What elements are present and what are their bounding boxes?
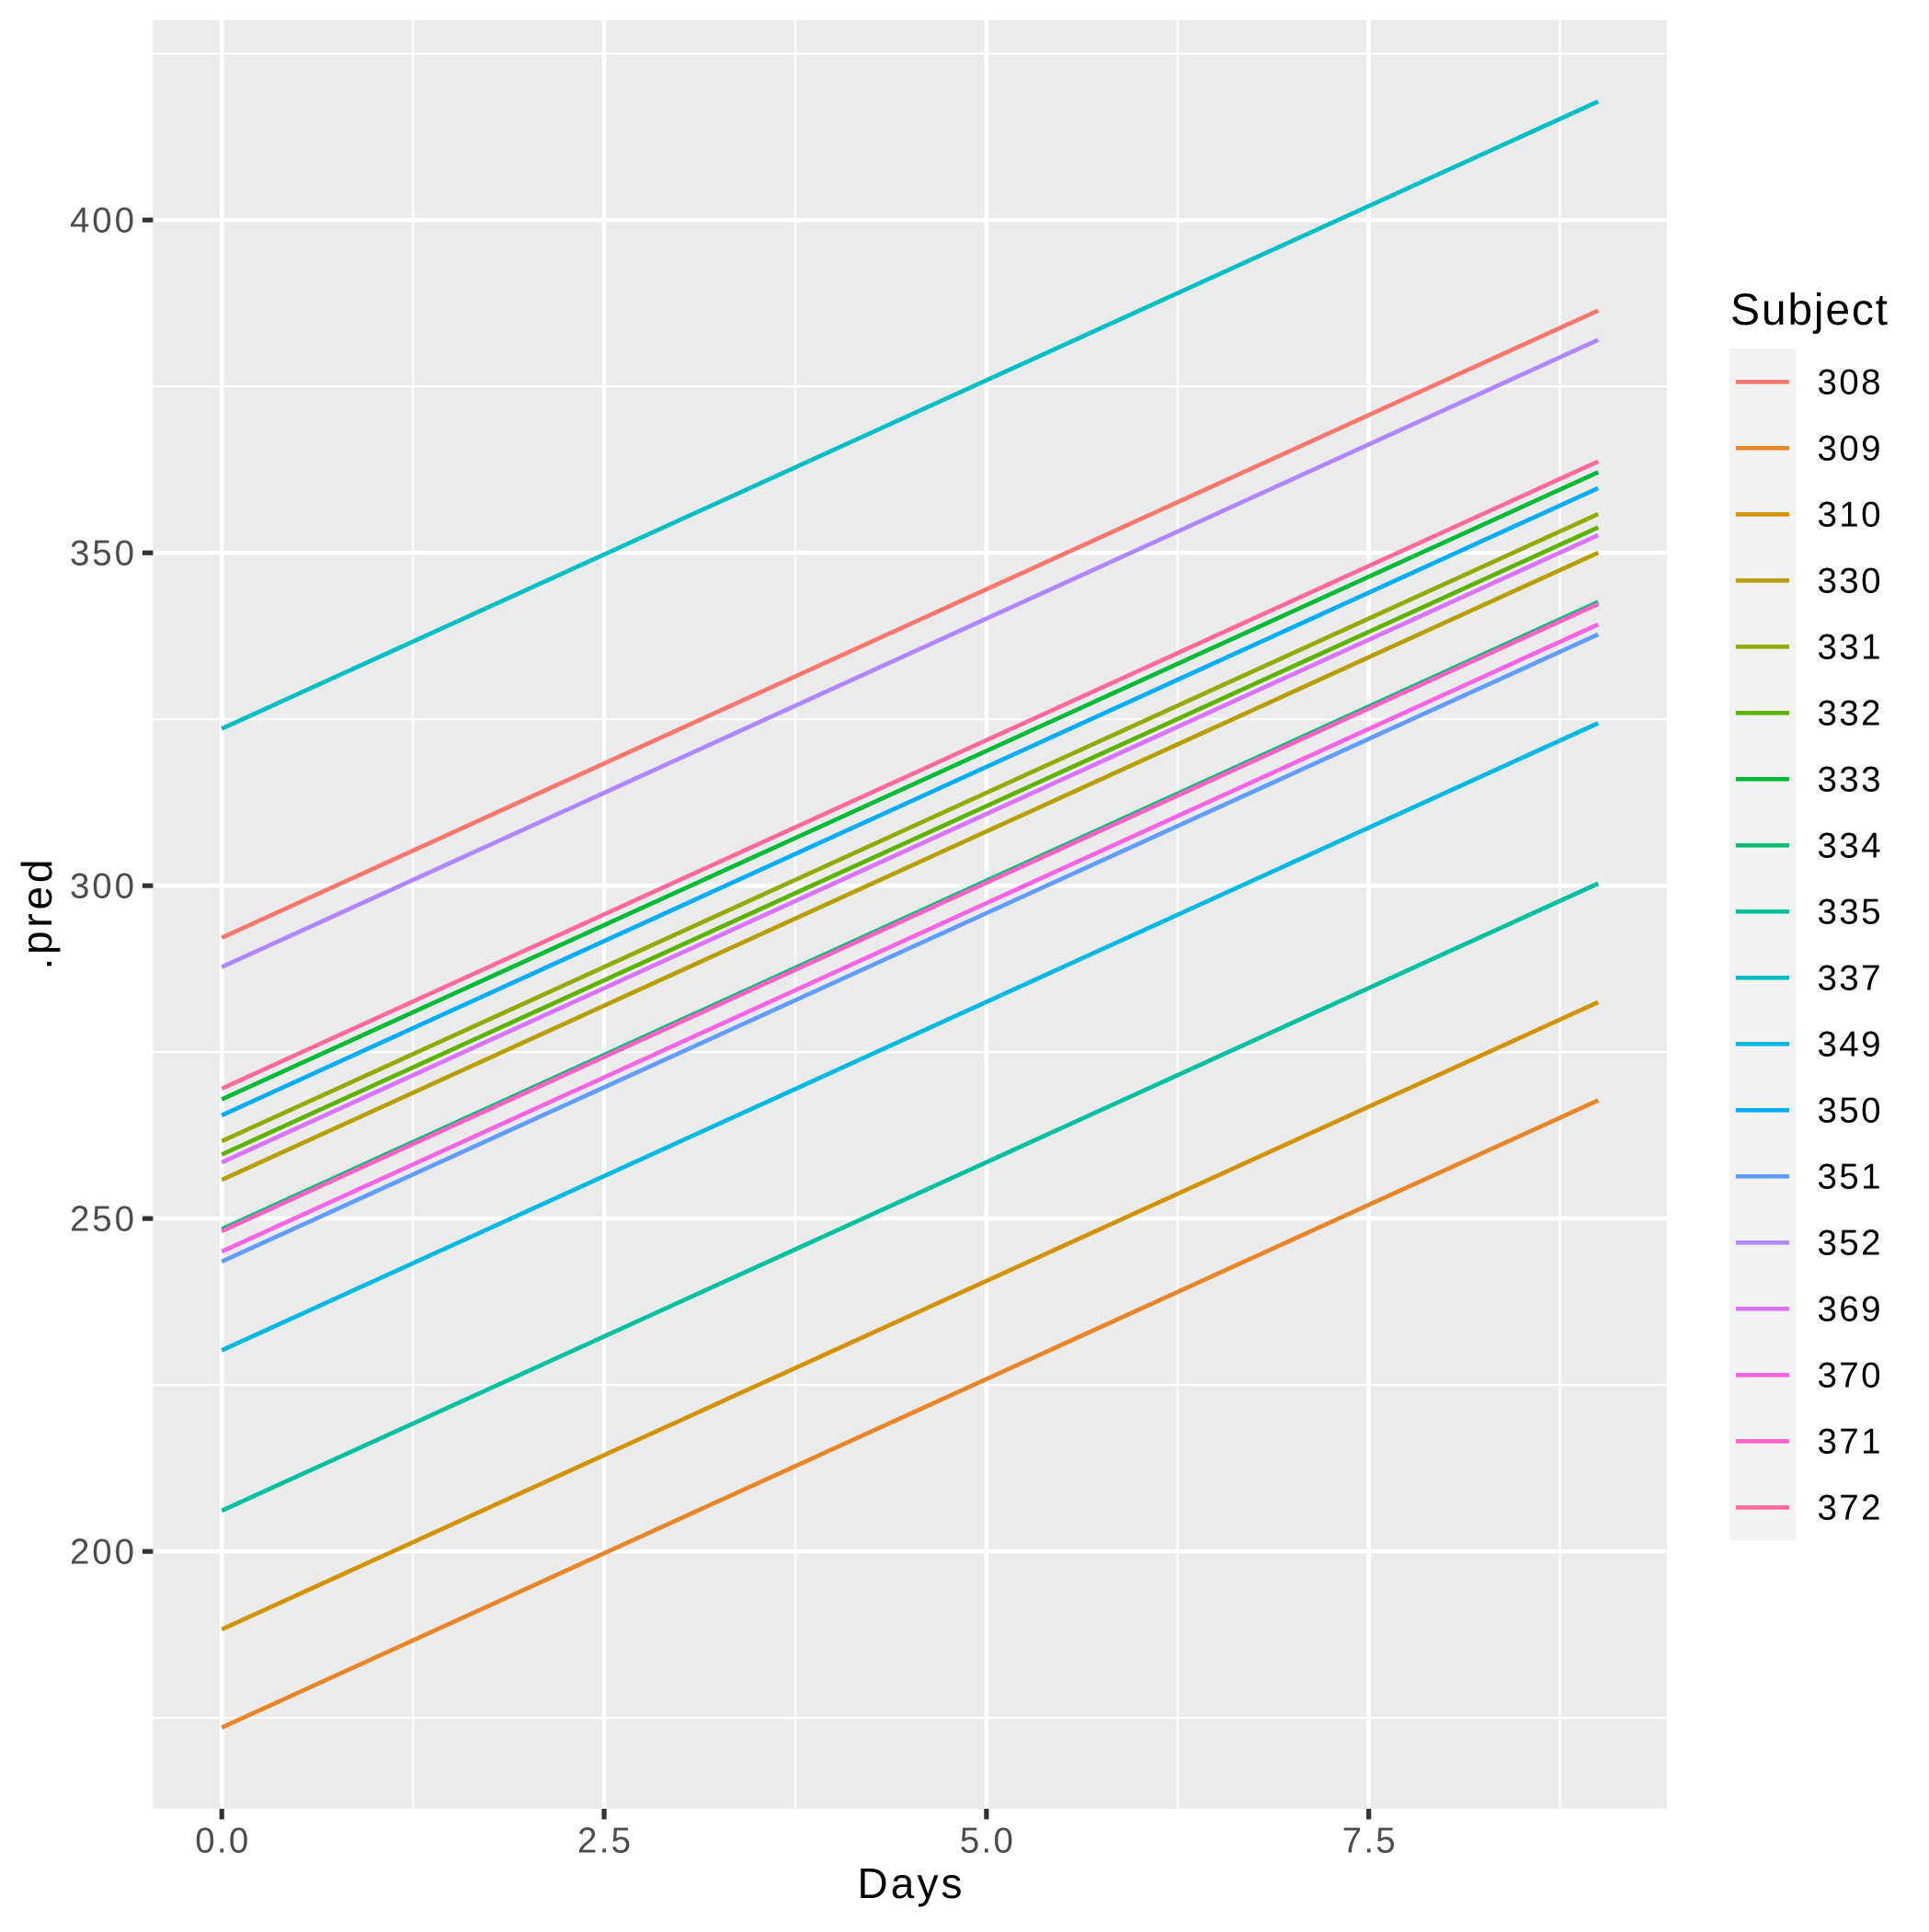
svg-text:310: 310: [1818, 496, 1881, 535]
svg-text:250: 250: [70, 1199, 134, 1239]
svg-text:400: 400: [70, 201, 134, 241]
svg-text:7.5: 7.5: [1342, 1822, 1396, 1861]
svg-text:330: 330: [1818, 562, 1881, 601]
svg-text:200: 200: [70, 1532, 134, 1572]
svg-text:370: 370: [1818, 1356, 1881, 1396]
svg-text:371: 371: [1818, 1423, 1881, 1462]
svg-text:331: 331: [1818, 628, 1881, 668]
svg-text:350: 350: [1818, 1092, 1881, 1131]
svg-text:350: 350: [70, 534, 134, 574]
svg-text:332: 332: [1818, 694, 1881, 734]
svg-text:2.5: 2.5: [577, 1822, 631, 1861]
svg-text:Days: Days: [858, 1859, 963, 1907]
svg-text:Subject: Subject: [1730, 286, 1888, 335]
svg-text:308: 308: [1818, 363, 1881, 403]
svg-text:369: 369: [1818, 1290, 1881, 1330]
svg-text:5.0: 5.0: [960, 1822, 1013, 1861]
svg-text:351: 351: [1818, 1158, 1881, 1197]
svg-text:309: 309: [1818, 429, 1881, 469]
svg-text:335: 335: [1818, 893, 1881, 932]
svg-text:349: 349: [1818, 1025, 1881, 1065]
svg-text:333: 333: [1818, 760, 1881, 800]
svg-text:372: 372: [1818, 1489, 1881, 1528]
svg-text:300: 300: [70, 866, 134, 906]
svg-text:337: 337: [1818, 959, 1881, 999]
svg-text:352: 352: [1818, 1224, 1881, 1263]
svg-text:0.0: 0.0: [195, 1822, 248, 1861]
svg-text:.pred: .pred: [13, 860, 61, 970]
svg-text:334: 334: [1818, 827, 1881, 866]
